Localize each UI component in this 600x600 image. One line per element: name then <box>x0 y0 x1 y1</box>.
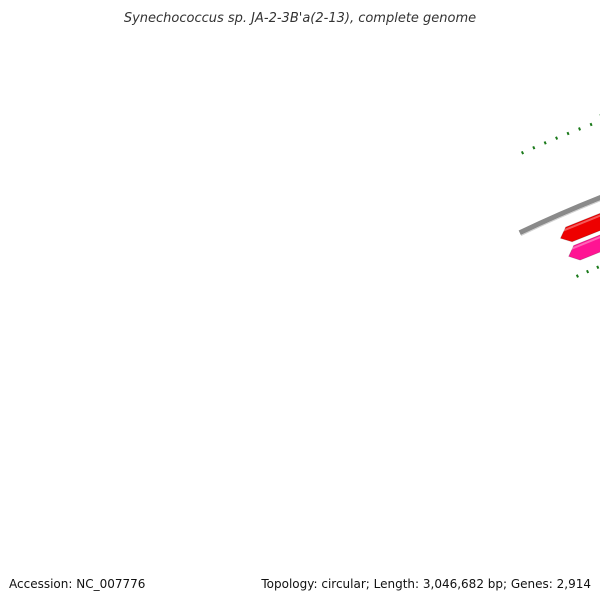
tick-mark <box>520 150 525 155</box>
tick-mark <box>589 122 593 127</box>
inner-tick-mark <box>575 274 579 278</box>
tick-mark <box>543 141 547 145</box>
map-title: Synechococcus sp. JA-2-3B'a(2-13), compl… <box>124 11 476 26</box>
feature-arrow <box>559 212 600 243</box>
tick-ring: 1260 kbp1261 kbp1262 kbp1263 kbp1264 kbp… <box>520 114 600 278</box>
tick-mark <box>532 145 536 150</box>
tick-mark <box>566 131 570 136</box>
feature-highlight <box>557 214 600 234</box>
accession-label: Accession: NC_007776 <box>9 577 146 591</box>
tick-mark <box>555 136 559 140</box>
inner-tick-mark <box>596 265 600 270</box>
feature-highlight <box>565 236 600 252</box>
feature-tracks <box>557 212 600 261</box>
topology-summary: Topology: circular; Length: 3,046,682 bp… <box>261 577 591 591</box>
feature-arrow <box>568 234 600 261</box>
tick-mark <box>578 127 582 131</box>
inner-tick-mark <box>586 269 590 274</box>
